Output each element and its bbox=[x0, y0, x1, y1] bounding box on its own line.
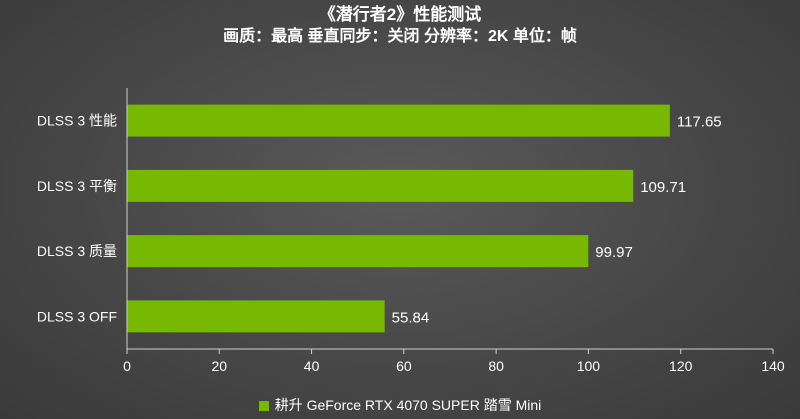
legend: 耕升 GeForce RTX 4070 SUPER 踏雪 Mini bbox=[0, 395, 800, 415]
x-tick-label: 80 bbox=[488, 358, 504, 374]
x-tick-label: 60 bbox=[396, 358, 412, 374]
bar bbox=[127, 300, 385, 333]
chart-subtitle: 画质：最高 垂直同步：关闭 分辨率：2K 单位：帧 bbox=[223, 28, 577, 45]
bar bbox=[127, 104, 670, 137]
x-tick-label: 120 bbox=[669, 358, 693, 374]
x-tick-label: 40 bbox=[304, 358, 320, 374]
value-label: 109.71 bbox=[640, 179, 686, 196]
x-tick-label: 0 bbox=[123, 358, 131, 374]
value-label: 117.65 bbox=[677, 114, 722, 131]
value-label: 55.84 bbox=[392, 309, 430, 326]
category-label: DLSS 3 质量 bbox=[37, 243, 117, 259]
value-label: 99.97 bbox=[595, 244, 633, 261]
legend-swatch bbox=[258, 401, 269, 411]
bar bbox=[127, 169, 634, 202]
chart-title: 《潜行者2》性能测试 bbox=[318, 5, 482, 24]
category-label: DLSS 3 OFF bbox=[37, 308, 117, 324]
category-label: DLSS 3 平衡 bbox=[37, 178, 117, 194]
category-label: DLSS 3 性能 bbox=[37, 113, 117, 129]
bar bbox=[127, 235, 589, 268]
title-block: 《潜行者2》性能测试 画质：最高 垂直同步：关闭 分辨率：2K 单位：帧 bbox=[0, 4, 800, 48]
x-tick-label: 140 bbox=[761, 358, 785, 374]
legend-label: 耕升 GeForce RTX 4070 SUPER 踏雪 Mini bbox=[274, 397, 542, 413]
x-tick-label: 100 bbox=[577, 358, 601, 374]
x-tick-label: 20 bbox=[211, 358, 227, 374]
